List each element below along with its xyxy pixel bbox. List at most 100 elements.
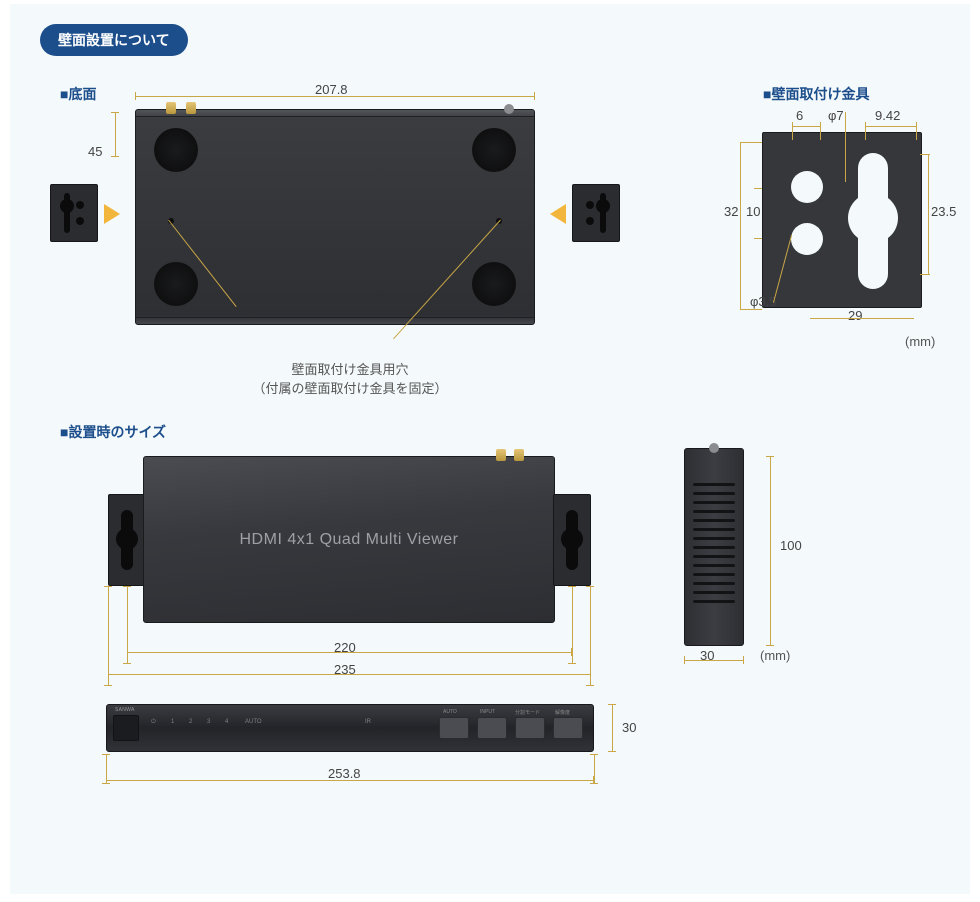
- diagram-page: 壁面設置について ■底面 207.8 45 壁面取付け金具用穴 （付属の壁面取付…: [10, 4, 970, 894]
- vent-slot: [693, 573, 735, 576]
- dim-29: 29: [848, 308, 862, 323]
- tick: [920, 274, 930, 275]
- tick: [754, 238, 762, 239]
- bracket-keyslot: [858, 153, 888, 289]
- device-side-view: /*vents added below*/: [684, 448, 744, 646]
- btn-res: 解像度: [555, 709, 570, 716]
- rca-connector: [186, 102, 196, 114]
- rca-connector: [166, 102, 176, 114]
- bracket-icon-right: [572, 184, 620, 242]
- tick: [740, 142, 741, 310]
- brand-label: SANWA: [115, 707, 135, 713]
- btn-auto: AUTO: [443, 709, 457, 715]
- dim-32: 32: [724, 204, 738, 219]
- vent-slot: [693, 537, 735, 540]
- device-top-view: HDMI 4x1 Quad Multi Viewer: [143, 456, 555, 623]
- slot-icon: [64, 193, 70, 233]
- vent-slot: [693, 582, 735, 585]
- ridge: [136, 317, 534, 318]
- num-4: 4: [225, 719, 228, 725]
- vent-slot: [693, 600, 735, 603]
- vent-slot: [693, 528, 735, 531]
- rca-connector: [514, 449, 524, 461]
- vent-slot: [693, 564, 735, 567]
- connector: [504, 104, 514, 114]
- rubber-foot: [154, 262, 198, 306]
- tick: [810, 318, 914, 319]
- dim-100: 100: [780, 538, 802, 553]
- dim-9-42: 9.42: [875, 108, 900, 123]
- ir-label: IR: [365, 719, 371, 725]
- tick: [865, 126, 917, 127]
- dim-line-30f: [612, 704, 613, 752]
- arrow-right-icon: [104, 204, 120, 224]
- arrow-left-icon: [550, 204, 566, 224]
- vent-slot: [693, 492, 735, 495]
- vent-slot: [693, 546, 735, 549]
- front-button: [477, 717, 507, 739]
- device-bottom-view: [135, 109, 535, 325]
- label-install: ■設置時のサイズ: [60, 422, 166, 442]
- num-1: 1: [171, 719, 174, 725]
- header-badge: 壁面設置について: [40, 24, 188, 56]
- dim-10: 10: [746, 204, 760, 219]
- vent-slot: [693, 510, 735, 513]
- tick: [820, 122, 821, 140]
- mount-ear-left: [108, 494, 146, 586]
- ridge: [136, 116, 534, 117]
- bracket-drawing: [762, 132, 922, 308]
- caption-line2: （付属の壁面取付け金具を固定）: [220, 378, 480, 397]
- product-name: HDMI 4x1 Quad Multi Viewer: [240, 531, 459, 549]
- slot-icon: [600, 193, 606, 233]
- mount-ear-right: [553, 494, 591, 586]
- dots-icon: [586, 201, 594, 225]
- keyhole-icon: [121, 510, 133, 570]
- vent-slot: [693, 501, 735, 504]
- tick: [792, 126, 820, 127]
- btn-mode: 分割モード: [515, 709, 540, 716]
- front-button: [515, 717, 545, 739]
- label-bracket: ■壁面取付け金具: [763, 84, 869, 104]
- rca-connector: [496, 449, 506, 461]
- ext-line: [594, 754, 595, 784]
- tick: [740, 309, 762, 310]
- label-bottom-view: ■底面: [60, 84, 96, 104]
- tick: [792, 122, 793, 140]
- rubber-foot: [472, 128, 516, 172]
- keyhole-icon: [566, 510, 578, 570]
- power-button-icon: [113, 715, 139, 741]
- rubber-foot: [472, 262, 516, 306]
- dim-45: 45: [88, 144, 102, 159]
- dim-line-45: [115, 112, 116, 157]
- dim-207: 207.8: [315, 82, 348, 97]
- dim-235: 235: [334, 662, 356, 677]
- vent-slot: [693, 483, 735, 486]
- tick: [920, 154, 930, 155]
- ext-line: [572, 586, 573, 664]
- tick: [845, 112, 846, 182]
- unit-mm-1: (mm): [905, 334, 935, 349]
- dim-6: 6: [796, 108, 803, 123]
- auto-label: AUTO: [245, 719, 262, 725]
- tick: [865, 122, 866, 140]
- vent-slot: [693, 519, 735, 522]
- mount-hole-caption: 壁面取付け金具用穴 （付属の壁面取付け金具を固定）: [220, 359, 480, 397]
- dots-icon: [76, 201, 84, 225]
- rubber-foot: [154, 128, 198, 172]
- dim-253-8: 253.8: [328, 766, 361, 781]
- device-front-view: SANWA ⏻ 1 2 3 4 AUTO IR AUTO INPUT 分割モード…: [106, 704, 594, 752]
- bracket-icon-left: [50, 184, 98, 242]
- num-3: 3: [207, 719, 210, 725]
- dim-30-front: 30: [622, 720, 636, 735]
- bracket-hole: [791, 223, 823, 255]
- dim-23-5: 23.5: [931, 204, 956, 219]
- tick: [740, 142, 762, 143]
- dim-line-100: [770, 456, 771, 646]
- num-2: 2: [189, 719, 192, 725]
- caption-line1: 壁面取付け金具用穴: [220, 359, 480, 378]
- dim-phi7: φ7: [828, 108, 844, 123]
- front-button: [439, 717, 469, 739]
- vent-slot: [693, 591, 735, 594]
- dim-220: 220: [334, 640, 356, 655]
- vent-slot: [693, 555, 735, 558]
